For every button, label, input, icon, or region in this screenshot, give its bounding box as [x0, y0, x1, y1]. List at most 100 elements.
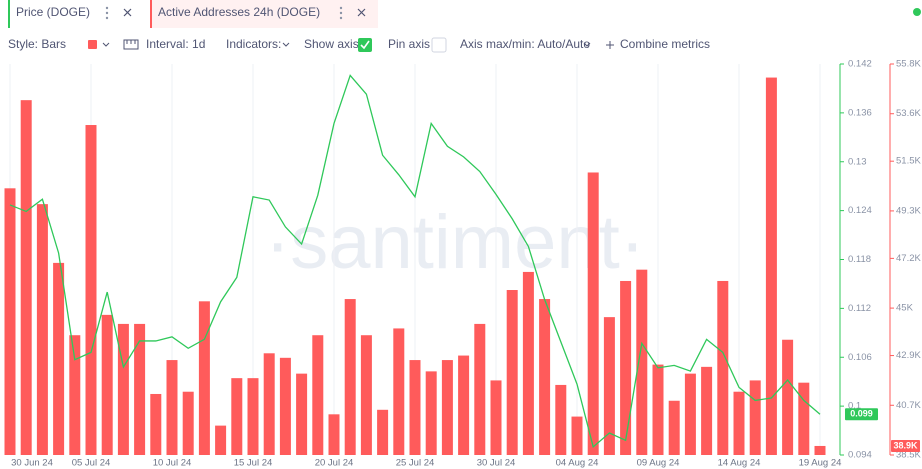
bar	[36, 204, 48, 455]
bar	[182, 391, 194, 455]
bar	[782, 339, 794, 455]
value-badge	[845, 408, 878, 421]
chevron	[583, 42, 591, 47]
interval-icon	[123, 39, 139, 50]
bar	[117, 323, 129, 455]
show-axis-checkbox[interactable]	[358, 38, 372, 52]
close-icon[interactable]	[357, 8, 366, 17]
menu-icon[interactable]	[105, 6, 109, 20]
bar	[101, 314, 113, 455]
value-label: 38.9K	[893, 440, 918, 450]
chevron	[282, 42, 290, 47]
bar	[474, 323, 486, 455]
bar	[620, 280, 632, 455]
bar	[20, 100, 32, 455]
pin-axis-label: Pin axis	[388, 37, 430, 51]
bar	[733, 391, 745, 455]
plus-icon	[606, 41, 614, 49]
bar	[296, 373, 308, 455]
bar	[814, 445, 826, 455]
bar	[684, 373, 696, 455]
indicators-select[interactable]: Indicators:	[226, 37, 281, 51]
bar	[279, 357, 291, 455]
y2-tick-label: 0.118	[848, 254, 871, 265]
value-badge	[891, 439, 920, 452]
y2-tick-label: 0.106	[848, 352, 872, 363]
combine-metrics[interactable]: Combine metrics	[620, 37, 710, 51]
tab-accent	[150, 0, 152, 28]
bar	[701, 366, 713, 455]
interval-select[interactable]: Interval: 1d	[146, 37, 205, 51]
x-tick-label: 14 Aug 24	[718, 458, 761, 469]
tab[interactable]: Price (DOGE)	[8, 0, 140, 28]
x-tick-label: 19 Aug 24	[799, 458, 842, 469]
y-tick-label: 51.5K	[896, 156, 921, 167]
bar	[166, 360, 178, 455]
y2-tick-label: 0.13	[848, 156, 867, 167]
y-tick-label: 49.3K	[896, 205, 921, 216]
bar	[555, 384, 567, 455]
bar	[4, 188, 16, 456]
x-tick-label: 30 Jul 24	[477, 458, 516, 469]
y2-tick-label: 0.142	[848, 59, 872, 70]
axis-minmax-select[interactable]: Axis max/min: Auto/Auto	[460, 37, 590, 51]
tab-bg	[8, 0, 140, 28]
bar	[522, 271, 534, 455]
bar	[344, 299, 356, 455]
bar	[312, 335, 324, 455]
y-tick-label: 40.7K	[896, 400, 921, 411]
bar	[652, 364, 664, 455]
x-tick-label: 04 Aug 24	[556, 458, 599, 469]
y-tick-label: 38.5K	[896, 450, 921, 461]
bar	[668, 400, 680, 455]
bar	[328, 414, 340, 455]
bar	[263, 353, 275, 455]
y-tick-label: 45K	[896, 303, 914, 314]
x-tick-label: 15 Jul 24	[234, 458, 273, 469]
y2-tick-label: 0.124	[848, 205, 872, 216]
color-swatch[interactable]	[88, 40, 97, 49]
x-tick-label: 20 Jul 24	[315, 458, 354, 469]
bar	[360, 335, 372, 455]
x-tick-label: 09 Aug 24	[637, 458, 680, 469]
bar	[603, 317, 615, 455]
bar	[69, 335, 81, 455]
y2-tick-label: 0.112	[848, 303, 871, 314]
tab-label: Price (DOGE)	[16, 5, 90, 19]
tab[interactable]: Active Addresses 24h (DOGE)	[150, 0, 378, 28]
bar	[53, 262, 65, 455]
bar	[425, 371, 437, 455]
y-tick-label: 53.6K	[896, 108, 921, 119]
check	[360, 40, 370, 50]
bar	[749, 380, 761, 455]
bar	[231, 378, 243, 455]
bar	[150, 393, 162, 455]
x-tick-label: 05 Jul 24	[72, 458, 111, 469]
bar	[247, 378, 259, 455]
close-icon[interactable]	[123, 8, 132, 17]
y-tick-label: 47.2K	[896, 253, 921, 264]
bar	[409, 360, 421, 455]
bar	[636, 269, 648, 455]
bar	[85, 125, 97, 455]
bar	[393, 328, 405, 455]
bar	[506, 290, 518, 455]
y2-tick-label: 0.1	[848, 401, 861, 412]
watermark: ·santiment·	[265, 200, 645, 285]
tab-bg	[150, 0, 378, 28]
bar	[798, 382, 810, 455]
style-select[interactable]: Style: Bars	[8, 37, 66, 51]
y-tick-label: 42.9K	[896, 350, 921, 361]
bar	[587, 172, 599, 456]
bar	[539, 299, 551, 455]
bar	[571, 416, 583, 455]
x-tick-label: 10 Jul 24	[153, 458, 192, 469]
bar	[490, 380, 502, 455]
menu-icon[interactable]	[339, 6, 343, 20]
bar	[717, 280, 729, 455]
bar	[198, 301, 210, 455]
bar	[458, 355, 470, 455]
pin-axis-checkbox[interactable]	[431, 37, 447, 53]
